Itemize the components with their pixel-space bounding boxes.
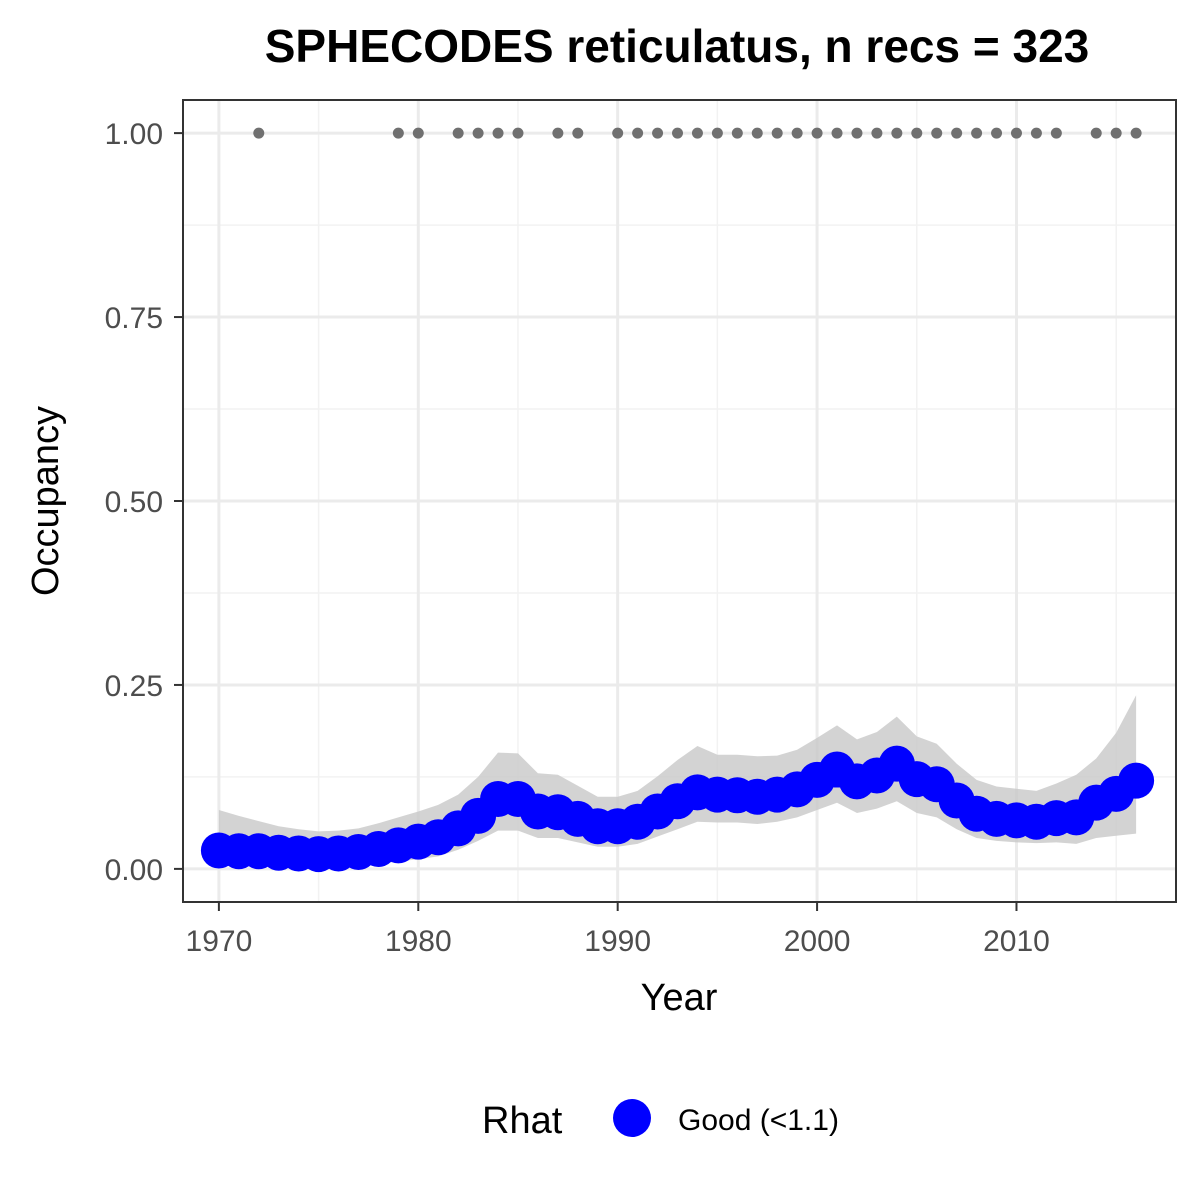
detection-point [871,127,883,139]
detection-point [831,127,843,139]
detection-point [911,127,923,139]
x-axis-title: Year [641,977,718,1019]
detection-point [771,127,783,139]
occupancy-series [200,745,1155,873]
detection-point [652,127,664,139]
y-axis-title: Occupancy [25,406,67,596]
detection-point [412,127,424,139]
detection-point [452,127,464,139]
detection-point [891,127,903,139]
detection-point [253,127,265,139]
detection-point [931,127,943,139]
legend-label-good: Good (<1.1) [678,1104,839,1137]
detection-point [731,127,743,139]
detection-point [1030,127,1042,139]
detection-point [1050,127,1062,139]
detection-point [392,127,404,139]
detection-point [472,127,484,139]
detection-point [811,127,823,139]
detection-point [572,127,584,139]
y-tick-label: 0.25 [105,670,163,703]
x-tick-label: 2010 [983,925,1050,958]
y-tick-label: 0.50 [105,486,163,519]
x-tick-label: 2000 [784,925,851,958]
observed-detections [253,127,1142,139]
x-tick-label: 1990 [584,925,651,958]
detection-point [691,127,703,139]
detection-point [492,127,504,139]
legend-key-good [613,1099,651,1137]
detection-point [672,127,684,139]
y-axis: 0.00 0.25 0.50 0.75 1.00 [105,118,183,887]
detection-point [751,127,763,139]
detection-point [951,127,963,139]
detection-point [851,127,863,139]
major-gridlines [183,100,1176,902]
detection-point [1090,127,1102,139]
detection-point [612,127,624,139]
detection-point [1010,127,1022,139]
y-tick-label: 0.00 [105,854,163,887]
legend-title: Rhat [482,1100,563,1142]
x-tick-label: 1980 [385,925,452,958]
detection-point [1110,127,1122,139]
detection-point [711,127,723,139]
y-tick-label: 1.00 [105,118,163,151]
detection-point [632,127,644,139]
detection-point [1130,127,1142,139]
x-tick-label: 1970 [186,925,253,958]
chart-title: SPHECODES reticulatus, n recs = 323 [265,20,1090,72]
detection-point [991,127,1003,139]
y-tick-label: 0.75 [105,302,163,335]
detection-point [512,127,524,139]
detection-point [552,127,564,139]
detection-point [791,127,803,139]
detection-point [971,127,983,139]
x-axis: 1970 1980 1990 2000 2010 [186,902,1050,958]
occupancy-point [1118,762,1155,799]
legend: Rhat Good (<1.1) [482,1099,839,1142]
